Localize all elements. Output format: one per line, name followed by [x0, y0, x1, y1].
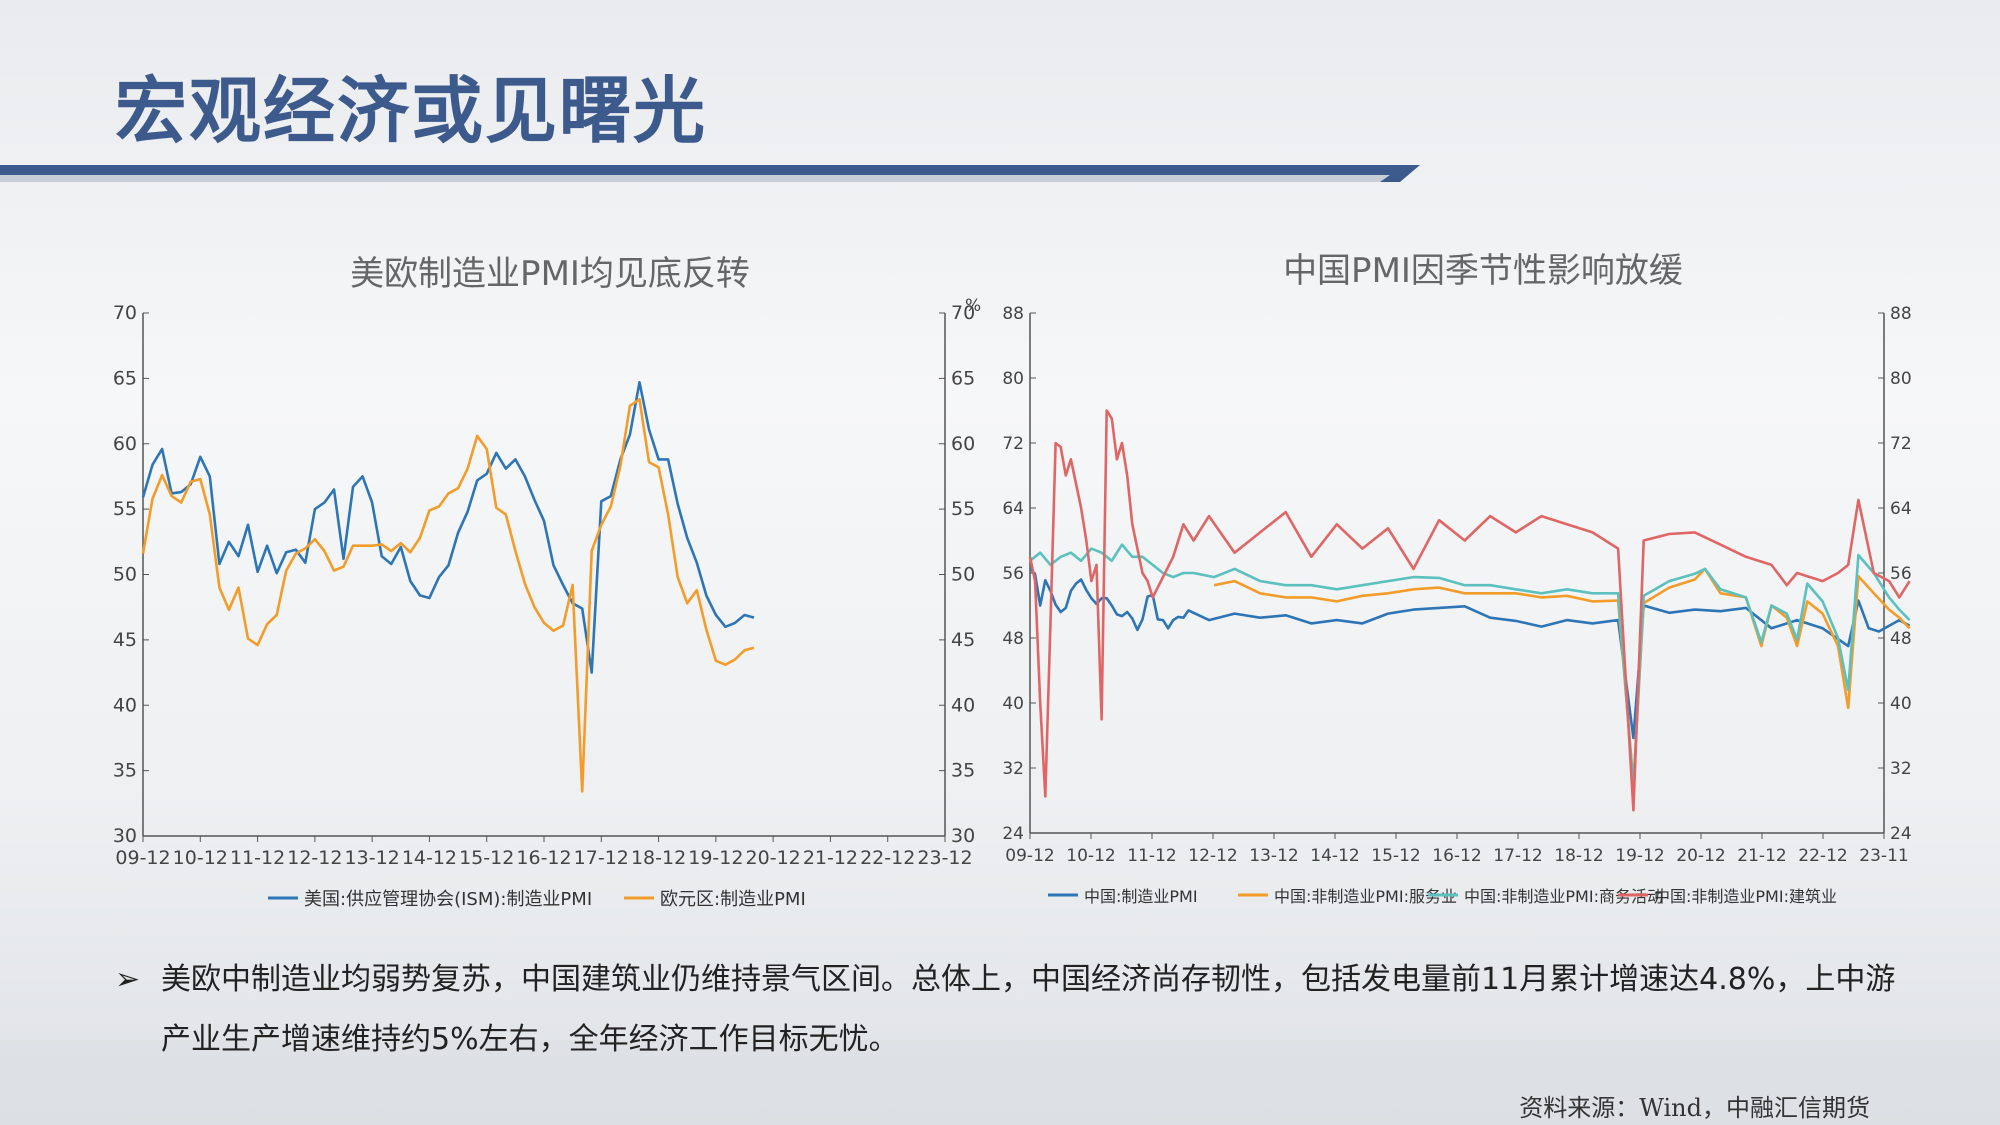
x-tick-label: 23-11: [1859, 846, 1908, 866]
series-line-3: [1029, 543, 1911, 789]
series-line-4: [1028, 409, 1911, 812]
x-tick-label: 20-12: [1676, 846, 1725, 866]
y-tick-label-left: 45: [113, 629, 137, 651]
footer-band: [0, 1040, 2000, 1125]
y-tick-label-right: 88: [1890, 304, 1912, 324]
y-tick-label-right: 72: [1890, 434, 1912, 454]
legend-label-4: 中国:非制造业PMI:建筑业: [1654, 887, 1837, 906]
legend-label-1: 中国:制造业PMI: [1084, 887, 1198, 906]
title-underline-shadow: [0, 175, 1390, 182]
y-tick-label-right: 64: [1890, 499, 1912, 519]
x-tick-label: 22-12: [860, 847, 915, 869]
x-tick-label: 21-12: [1737, 846, 1786, 866]
x-tick-label: 22-12: [1798, 846, 1847, 866]
y-tick-label-left: 32: [1002, 759, 1024, 779]
y-tick-label-left: 24: [1002, 824, 1024, 844]
x-tick-label: 16-12: [1432, 846, 1481, 866]
right-chart: 24 24 32 32 40 40 48 48 56 56 64 64 72 72 80 80 88 88 09-1…: [1002, 304, 1912, 906]
x-tick-label: 14-12: [1310, 846, 1359, 866]
series-line-2: [141, 398, 755, 793]
page-title: 宏观经济或见曙光: [115, 68, 708, 153]
x-tick-label: 09-12: [115, 847, 170, 869]
x-tick-label: 14-12: [402, 847, 457, 869]
legend-label-3: 中国:非制造业PMI:商务活动: [1464, 887, 1663, 906]
x-tick-label: 09-12: [1005, 846, 1054, 866]
y-tick-label-right: 40: [1890, 694, 1912, 714]
x-tick-label: 16-12: [516, 847, 571, 869]
x-tick-label: 13-12: [1249, 846, 1298, 866]
legend-label-2: 中国:非制造业PMI:服务业: [1274, 887, 1457, 906]
y-tick-label-right: 30: [951, 825, 975, 847]
y-tick-label-left: 60: [113, 433, 137, 455]
y-tick-label-left: 72: [1002, 434, 1024, 454]
x-tick-label: 11-12: [1127, 846, 1176, 866]
y-tick-label-right: 80: [1890, 369, 1912, 389]
y-tick-label-left: 55: [113, 498, 137, 520]
legend-label-1: 美国:供应管理协会(ISM):制造业PMI: [304, 889, 592, 910]
x-tick-label: 18-12: [1554, 846, 1603, 866]
y-tick-label-right: 50: [951, 564, 975, 586]
x-tick-label: 17-12: [574, 847, 629, 869]
x-tick-label: 20-12: [746, 847, 801, 869]
y-tick-label-left: 70: [113, 302, 137, 324]
y-tick-label-left: 88: [1002, 304, 1024, 324]
y-tick-label-right: 70: [951, 302, 975, 324]
y-tick-label-right: 32: [1890, 759, 1912, 779]
right-axis-unit: %: [965, 296, 981, 316]
y-tick-label-right: 24: [1890, 824, 1912, 844]
x-tick-label: 19-12: [1615, 846, 1664, 866]
y-tick-label-right: 60: [951, 433, 975, 455]
left-chart: 30 30 35 35 40 40 45 45 50 50 55 55 60 60 65 65 70 70% 09-…: [113, 296, 981, 910]
series-line-1: [141, 381, 755, 674]
x-tick-label: 12-12: [287, 847, 342, 869]
y-tick-label-right: 56: [1890, 564, 1912, 584]
y-tick-label-right: 40: [951, 694, 975, 716]
y-tick-label-left: 56: [1002, 564, 1024, 584]
y-tick-label-right: 35: [951, 760, 975, 782]
y-tick-label-right: 55: [951, 498, 975, 520]
x-tick-label: 13-12: [345, 847, 400, 869]
y-tick-label-left: 40: [1002, 694, 1024, 714]
series-line-1: [1028, 567, 1911, 740]
y-tick-label-left: 35: [113, 760, 137, 782]
y-tick-label-right: 48: [1890, 629, 1912, 649]
y-tick-label-left: 30: [113, 825, 137, 847]
x-tick-label: 19-12: [688, 847, 743, 869]
summary-text: 美欧中制造业均弱势复苏，中国建筑业仍维持景气区间。总体上，中国经济尚存韧性，包括…: [161, 962, 1896, 1057]
x-tick-label: 10-12: [1066, 846, 1115, 866]
bullet-arrow-icon: ➢: [115, 962, 141, 997]
y-tick-label-left: 48: [1002, 629, 1024, 649]
x-tick-label: 15-12: [1371, 846, 1420, 866]
right-chart-title: 中国PMI因季节性影响放缓: [1283, 251, 1683, 291]
x-tick-label: 23-12: [917, 847, 972, 869]
x-tick-label: 15-12: [459, 847, 514, 869]
y-tick-label-left: 65: [113, 367, 137, 389]
y-tick-label-left: 50: [113, 564, 137, 586]
x-tick-label: 12-12: [1188, 846, 1237, 866]
y-tick-label-right: 45: [951, 629, 975, 651]
x-tick-label: 18-12: [631, 847, 686, 869]
x-tick-label: 17-12: [1493, 846, 1542, 866]
y-tick-label-left: 80: [1002, 369, 1024, 389]
x-tick-label: 10-12: [173, 847, 228, 869]
y-tick-label-right: 65: [951, 367, 975, 389]
y-tick-label-left: 40: [113, 694, 137, 716]
x-tick-label: 11-12: [230, 847, 285, 869]
y-tick-label-left: 64: [1002, 499, 1024, 519]
x-tick-label: 21-12: [803, 847, 858, 869]
left-chart-title: 美欧制造业PMI均见底反转: [350, 254, 750, 294]
source-note: 资料来源：Wind，中融汇信期货: [1519, 1094, 1870, 1122]
legend-label-2: 欧元区:制造业PMI: [660, 889, 806, 910]
